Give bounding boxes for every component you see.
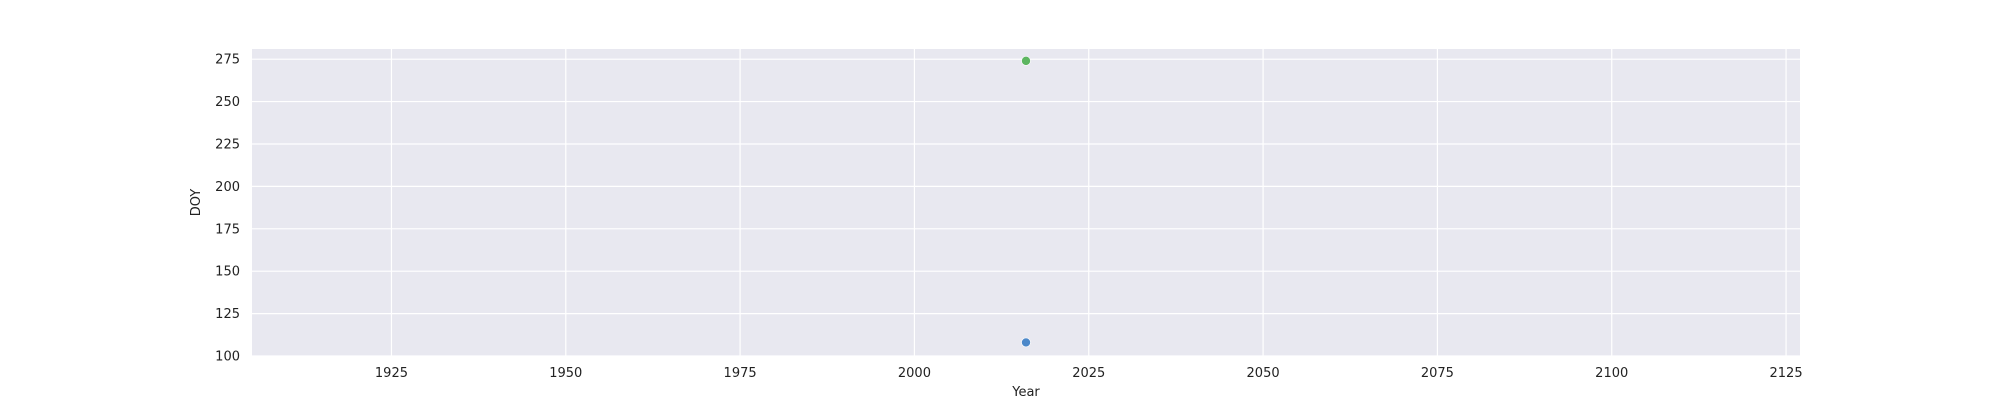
y-tick-label: 100	[215, 350, 240, 365]
x-tick-label: 1950	[549, 366, 582, 381]
x-tick-label: 1925	[375, 366, 408, 381]
y-tick-label: 125	[215, 307, 240, 322]
y-tick-label: 200	[215, 180, 240, 195]
y-axis-ticks: 100 125 150 175 200 225 250 275	[215, 53, 240, 365]
data-points	[1021, 56, 1031, 348]
plot-area	[252, 49, 1800, 356]
x-axis-ticks: 1925 1950 1975 2000 2025 2050 2075 2100 2125	[375, 366, 1803, 381]
data-point	[1021, 56, 1031, 66]
x-tick-label: 2000	[898, 366, 931, 381]
vertical-gridlines	[390, 49, 1787, 356]
x-tick-label: 2050	[1247, 366, 1280, 381]
y-tick-label: 175	[215, 222, 240, 237]
x-tick-label: 1975	[724, 366, 757, 381]
x-tick-label: 2025	[1072, 366, 1105, 381]
x-tick-label: 2075	[1421, 366, 1454, 381]
y-tick-label: 150	[215, 265, 240, 280]
y-axis-label: DOY	[189, 189, 204, 217]
x-axis-label: Year	[1011, 385, 1040, 400]
data-point	[1021, 337, 1031, 348]
x-tick-label: 2100	[1595, 366, 1628, 381]
x-tick-label: 2125	[1770, 366, 1803, 381]
y-tick-label: 275	[215, 53, 240, 68]
y-tick-label: 250	[215, 95, 240, 110]
y-tick-label: 225	[215, 137, 240, 152]
